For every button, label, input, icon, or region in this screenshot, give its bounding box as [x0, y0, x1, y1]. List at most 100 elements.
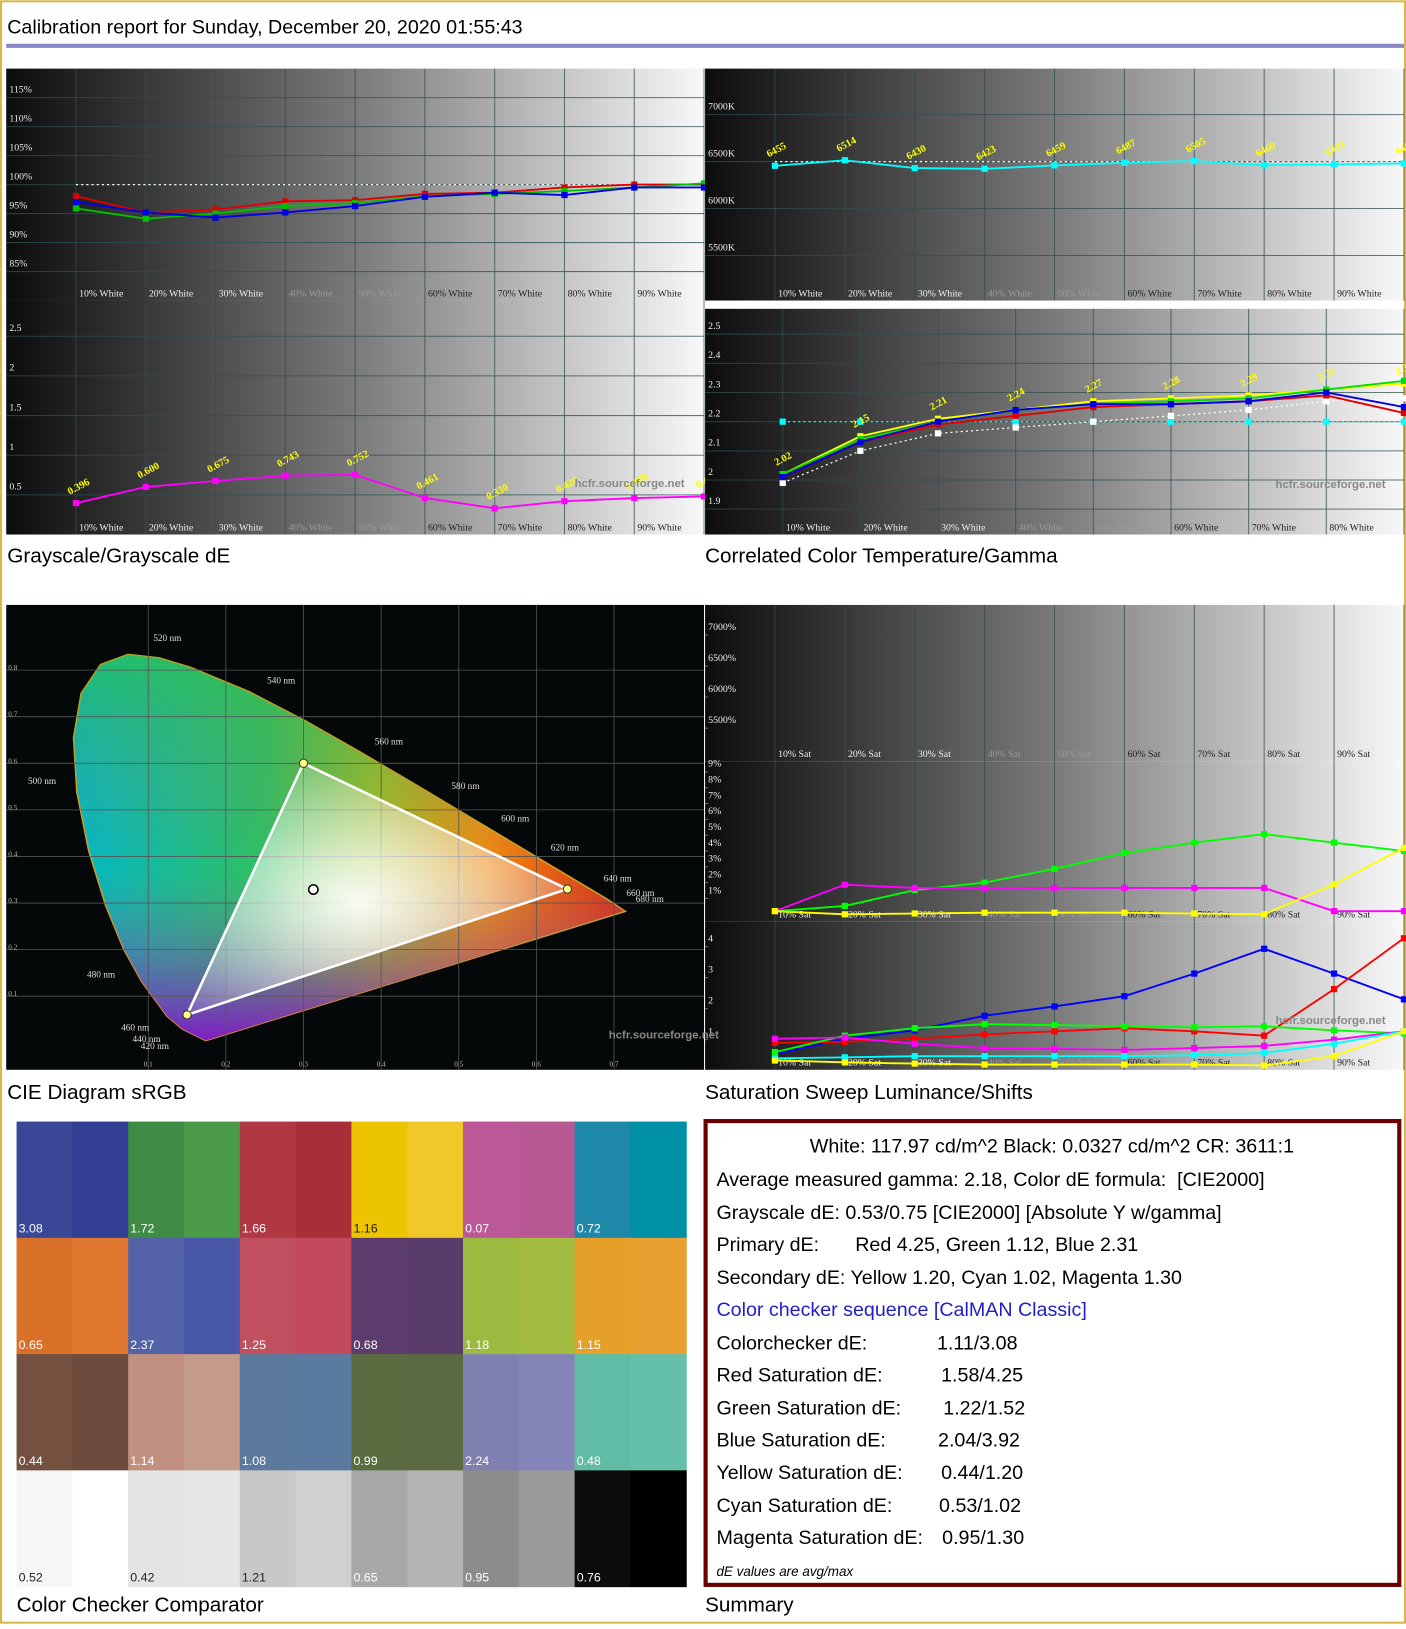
summary-label: Red Saturation dE:	[716, 1364, 882, 1386]
data-point	[1330, 1027, 1338, 1034]
x-tick-label: 50% Sat	[1058, 749, 1091, 760]
x-tick-label: 10% Sat	[778, 910, 811, 921]
data-point	[981, 884, 988, 891]
measured-swatch	[295, 1354, 352, 1471]
delta-e-label: 0.95	[465, 1570, 489, 1584]
x-tick-label: 80% White	[568, 522, 613, 533]
y-tick-label: 1.5	[9, 402, 21, 413]
x-tick-label: 40% White	[988, 288, 1033, 299]
wavelength-label: 620 nm	[551, 843, 580, 853]
y-tick-label: 2.1	[708, 438, 720, 449]
y-tick-label: 0.4	[8, 850, 17, 858]
data-point	[1051, 909, 1058, 916]
series-line	[774, 1023, 1404, 1054]
y-tick-label: 6500%	[708, 653, 736, 664]
y-tick-label: 1%	[708, 885, 721, 896]
x-tick-label: 40% Sat	[988, 1058, 1021, 1069]
measured-swatch	[518, 1470, 576, 1588]
target-swatch	[239, 1121, 297, 1239]
data-point	[491, 189, 498, 196]
measured-swatch	[295, 1121, 352, 1239]
data-point	[1400, 377, 1406, 384]
data-point	[212, 210, 219, 217]
x-tick-label: 50% White	[358, 288, 403, 299]
x-tick-label: 80% Sat	[1267, 910, 1300, 921]
x-tick-label: 40% Sat	[988, 749, 1021, 760]
summary-value: 0.95/1.30	[942, 1527, 1024, 1549]
data-point	[911, 910, 918, 917]
x-tick-label: 90% Sat	[1337, 1058, 1370, 1069]
data-point	[1261, 911, 1268, 918]
data-point	[1191, 1044, 1198, 1052]
delta-e-label: 3.08	[19, 1222, 43, 1236]
y-tick-label: 7000K	[708, 101, 735, 112]
summary-value: 1.22/1.52	[943, 1398, 1025, 1420]
data-point	[1330, 839, 1338, 846]
y-tick-label: 110%	[9, 113, 32, 124]
delta-e-label: 2.24	[465, 1454, 489, 1468]
data-point	[911, 1053, 918, 1060]
delta-e-label: 0.76	[577, 1570, 601, 1584]
data-point	[911, 165, 918, 172]
delta-e-label: 0.48	[577, 1454, 601, 1468]
x-tick-label: 50% White	[358, 522, 403, 533]
data-point	[857, 418, 864, 425]
data-point	[779, 479, 786, 487]
y-tick-label: 115%	[9, 84, 32, 95]
target-swatch	[574, 1470, 631, 1588]
summary-value: 1.58/4.25	[941, 1364, 1023, 1386]
data-point	[841, 1054, 848, 1061]
data-point	[981, 1044, 988, 1052]
x-tick-label: 20% Sat	[848, 749, 881, 760]
data-point	[1121, 849, 1128, 857]
wavelength-label: 560 nm	[375, 738, 404, 748]
data-point	[981, 909, 988, 916]
measured-swatch	[407, 1121, 464, 1239]
data-point	[911, 884, 918, 891]
data-point	[700, 184, 708, 191]
x-tick-label: 0.2	[221, 1061, 230, 1069]
data-point	[1400, 908, 1406, 915]
data-point	[981, 1061, 988, 1068]
data-point	[561, 187, 568, 195]
data-point	[934, 430, 942, 437]
data-point	[981, 1031, 988, 1038]
data-point	[561, 498, 568, 505]
measured-swatch	[72, 1470, 129, 1588]
measured-swatch	[407, 1237, 464, 1355]
summary-line: Average measured gamma: 2.18, Color dE f…	[716, 1169, 1264, 1191]
summary-label: Green Saturation dE:	[716, 1398, 901, 1420]
data-point	[212, 214, 219, 221]
y-tick-label: 6500K	[708, 148, 735, 159]
data-point	[1051, 1028, 1058, 1035]
data-point	[421, 494, 429, 502]
data-point	[1400, 996, 1406, 1003]
x-tick-label: 20% White	[149, 288, 194, 299]
data-point	[934, 418, 942, 425]
data-point	[1330, 161, 1338, 168]
x-tick-label: 90% Sat	[1337, 749, 1370, 760]
data-point	[1323, 398, 1330, 405]
measured-swatch	[183, 1354, 241, 1471]
y-tick-label: 0.2	[8, 944, 17, 952]
data-point	[1121, 1053, 1128, 1060]
data-point	[1012, 406, 1019, 414]
delta-e-label: 1.72	[130, 1222, 154, 1236]
data-point	[981, 1053, 988, 1060]
target-swatch	[239, 1470, 297, 1588]
data-point	[491, 505, 498, 512]
data-point	[1261, 1049, 1268, 1057]
data-point	[282, 202, 289, 210]
data-point	[981, 165, 988, 172]
data-point	[1051, 1021, 1058, 1029]
y-tick-label: 0.7	[8, 711, 17, 719]
data-point	[1051, 162, 1058, 169]
summary-label: Cyan Saturation dE:	[716, 1495, 892, 1517]
y-tick-label: 100%	[9, 171, 32, 182]
data-point	[1261, 884, 1268, 891]
y-tick-label: 90%	[9, 229, 27, 240]
x-tick-label: 10% Sat	[778, 1058, 811, 1069]
measured-swatch	[518, 1121, 576, 1239]
x-tick-label: 50% Sat	[1058, 1058, 1091, 1069]
